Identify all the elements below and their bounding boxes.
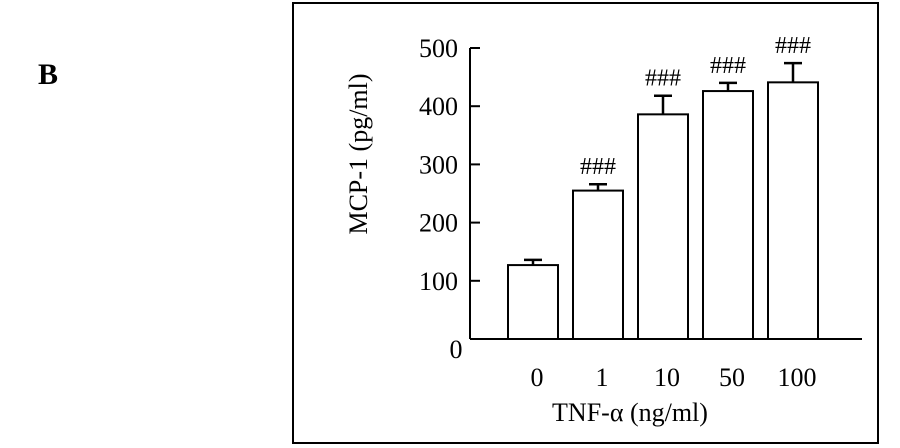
significance-label: ### bbox=[775, 33, 811, 59]
x-tick-label: 1 bbox=[596, 363, 609, 392]
plot-area: 0 100 200 300 400 500 0 ### 1 ### 10 ### 50 ### 100 bbox=[419, 33, 862, 392]
bar bbox=[767, 81, 819, 340]
significance-label: ### bbox=[645, 66, 681, 92]
y-tick-label: 400 bbox=[419, 92, 458, 121]
x-tick-label: 100 bbox=[778, 363, 817, 392]
y-tick-label: 500 bbox=[419, 34, 458, 63]
x-tick-label: 10 bbox=[654, 363, 680, 392]
y-tick-label: 0 bbox=[450, 335, 463, 364]
chart-frame bbox=[292, 2, 879, 444]
y-tick-label: 200 bbox=[419, 209, 458, 238]
significance-label: ### bbox=[710, 53, 746, 79]
y-tick-label: 100 bbox=[419, 267, 458, 296]
y-tick-label: 300 bbox=[419, 150, 458, 179]
bar bbox=[637, 113, 689, 340]
panel-label: B bbox=[38, 58, 59, 91]
y-axis-label: MCP-1 (pg/ml) bbox=[344, 73, 373, 234]
x-tick-label: 0 bbox=[531, 363, 544, 392]
bar bbox=[702, 90, 754, 341]
x-tick-label: 50 bbox=[719, 363, 745, 392]
x-axis-label: TNF-α (ng/ml) bbox=[552, 398, 708, 427]
bar bbox=[507, 264, 559, 340]
bar bbox=[572, 189, 624, 340]
significance-label: ### bbox=[580, 154, 616, 180]
